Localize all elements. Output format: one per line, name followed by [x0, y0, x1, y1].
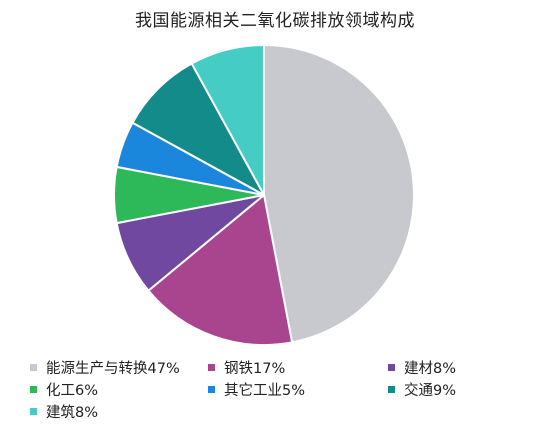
- legend-item: 其它工业5%: [208, 379, 305, 400]
- legend-label: 能源生产与转换47%: [46, 361, 180, 377]
- legend-swatch: [30, 364, 37, 371]
- legend-item: 建筑8%: [30, 401, 98, 422]
- chart-title: 我国能源相关二氧化碳排放领域构成: [135, 11, 415, 31]
- legend-label: 交通9%: [404, 383, 457, 399]
- legend-label: 其它工业5%: [224, 383, 306, 399]
- legend-label: 钢铁17%: [224, 361, 286, 377]
- pie-slice-2: [147, 194, 294, 346]
- legend-swatch: [208, 364, 215, 371]
- legend-label: 建材8%: [404, 361, 457, 377]
- pie-slice-1: [263, 44, 415, 344]
- legend-item: 化工6%: [30, 379, 98, 400]
- legend-item: 建材8%: [388, 357, 456, 378]
- legend-swatch: [388, 386, 395, 393]
- legend-item: 能源生产与转换47%: [30, 357, 180, 378]
- legend-swatch: [388, 364, 395, 371]
- legend-swatch: [30, 408, 37, 415]
- legend-swatch: [30, 386, 37, 393]
- legend-swatch: [208, 386, 215, 393]
- legend-label: 化工6%: [46, 383, 99, 399]
- pie-slice-6: [131, 62, 265, 196]
- legend-label: 建筑8%: [46, 405, 99, 421]
- pie-slices: [113, 44, 415, 346]
- pie-slice-7: [190, 44, 265, 196]
- legend-item: 交通9%: [388, 379, 456, 400]
- legend: 能源生产与转换47% 钢铁17% 建材8% 化工6% 其它工业5% 交通9% 建筑8%: [30, 357, 550, 427]
- legend-item: 钢铁17%: [208, 357, 285, 378]
